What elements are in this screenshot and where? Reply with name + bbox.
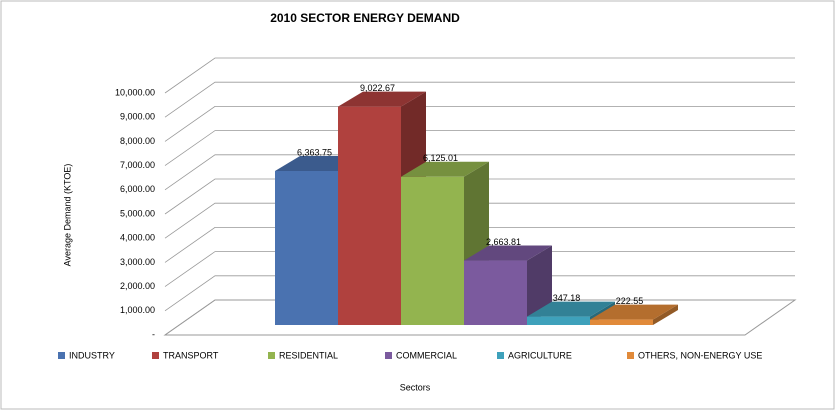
y-tick-label: 10,000.00 bbox=[115, 87, 155, 97]
bar bbox=[464, 260, 527, 325]
y-tick-label: 5,000.00 bbox=[120, 208, 155, 218]
grid-line bbox=[164, 57, 795, 94]
legend-label: OTHERS, NON-ENERGY USE bbox=[638, 350, 762, 360]
legend-swatch bbox=[58, 352, 65, 359]
value-label: 347.18 bbox=[553, 293, 581, 303]
legend-swatch bbox=[268, 352, 275, 359]
bar-top bbox=[527, 301, 615, 317]
y-tick-label: 3,000.00 bbox=[120, 257, 155, 267]
bar bbox=[527, 316, 590, 325]
y-axis-title: Average Demand (KTOE) bbox=[62, 164, 72, 267]
legend-label: TRANSPORT bbox=[163, 350, 219, 360]
bar bbox=[275, 170, 338, 325]
legend-label: AGRICULTURE bbox=[508, 350, 572, 360]
grid-line bbox=[164, 178, 795, 215]
grid-line bbox=[164, 251, 795, 287]
value-label: 2,663.81 bbox=[486, 237, 521, 247]
legend-label: RESIDENTIAL bbox=[279, 350, 338, 360]
value-label: 9,022.67 bbox=[360, 83, 395, 93]
legend-swatch bbox=[385, 352, 392, 359]
grid-line bbox=[164, 275, 795, 312]
value-label: 222.55 bbox=[616, 296, 644, 306]
y-tick-label: 7,000.00 bbox=[120, 160, 155, 170]
chart-title: 2010 SECTOR ENERGY DEMAND bbox=[270, 11, 460, 25]
y-tick-label: - bbox=[152, 329, 155, 339]
grid-line bbox=[164, 106, 795, 142]
bar bbox=[590, 319, 653, 325]
y-tick-label: 4,000.00 bbox=[120, 233, 155, 243]
grid-line bbox=[164, 81, 795, 118]
bar bbox=[338, 106, 401, 325]
value-label: 6,125.01 bbox=[423, 153, 458, 163]
value-label: 6,363.75 bbox=[297, 147, 332, 157]
grid-line bbox=[164, 226, 795, 263]
y-tick-label: 1,000.00 bbox=[120, 305, 155, 315]
y-tick-label: 8,000.00 bbox=[120, 136, 155, 146]
bar-side bbox=[527, 245, 552, 325]
y-tick-label: 6,000.00 bbox=[120, 184, 155, 194]
bar-side bbox=[653, 304, 678, 325]
bar-top bbox=[464, 245, 552, 261]
bar bbox=[401, 176, 464, 325]
y-tick-label: 9,000.00 bbox=[120, 112, 155, 122]
y-tick-label: 2,000.00 bbox=[120, 281, 155, 291]
grid-line bbox=[164, 130, 795, 166]
grid-line bbox=[164, 299, 795, 336]
legend-swatch bbox=[627, 352, 634, 359]
x-axis-title: Sectors bbox=[400, 382, 431, 392]
bar-top bbox=[338, 91, 426, 107]
bar-top bbox=[590, 304, 678, 320]
legend-swatch bbox=[152, 352, 159, 359]
grid-line bbox=[164, 202, 795, 239]
grid-line bbox=[164, 154, 795, 191]
bar-top bbox=[401, 161, 489, 177]
legend-label: COMMERCIAL bbox=[396, 350, 457, 360]
legend-label: INDUSTRY bbox=[69, 350, 115, 360]
legend-swatch bbox=[497, 352, 504, 359]
